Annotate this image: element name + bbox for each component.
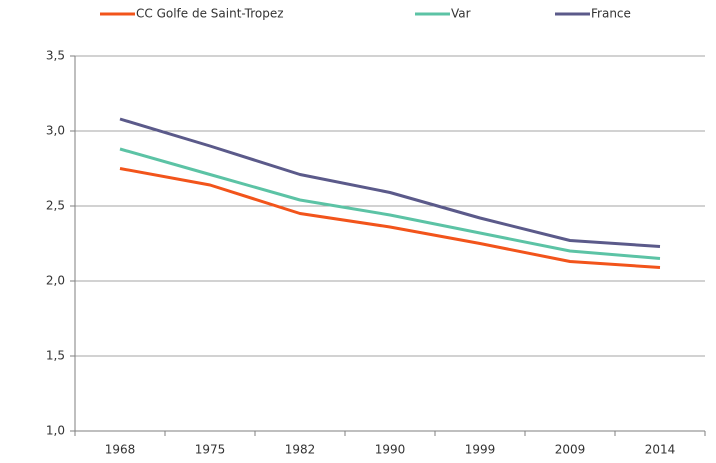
series-line	[119, 147, 661, 260]
y-tick-label: 2,5	[46, 199, 65, 213]
x-tick-label: 2014	[645, 443, 676, 457]
y-tick-label: 3,5	[46, 49, 65, 63]
x-tick-label: 1999	[465, 443, 496, 457]
x-tick-label: 1975	[195, 443, 226, 457]
x-tick-label: 2009	[555, 443, 586, 457]
x-tick-label: 1968	[105, 443, 136, 457]
y-tick-label: 2,0	[46, 274, 65, 288]
series-line	[119, 117, 661, 248]
x-tick-label: 1990	[375, 443, 406, 457]
y-tick-label: 1,5	[46, 349, 65, 363]
legend-label: CC Golfe de Saint-Tropez	[136, 7, 284, 21]
legend-label: France	[591, 7, 631, 21]
y-tick-label: 1,0	[46, 424, 65, 438]
y-tick-label: 3,0	[46, 124, 65, 138]
x-tick-label: 1982	[285, 443, 316, 457]
legend-label: Var	[451, 7, 471, 21]
series-line	[119, 167, 661, 269]
